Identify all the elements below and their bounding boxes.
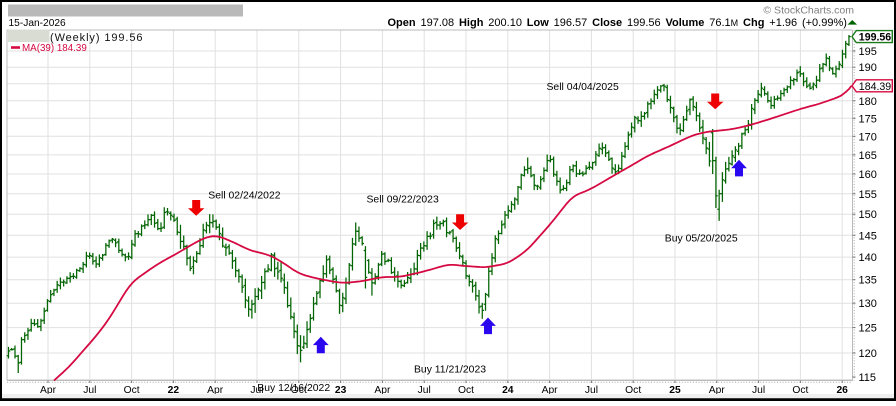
svg-text:Apr: Apr <box>542 385 559 396</box>
svg-text:Apr: Apr <box>709 385 726 396</box>
svg-text:190: 190 <box>859 62 877 74</box>
svg-text:195: 195 <box>859 46 877 58</box>
svg-text:Buy 12/16/2022: Buy 12/16/2022 <box>257 383 330 394</box>
svg-text:© StockCharts.com: © StockCharts.com <box>763 5 854 17</box>
svg-text:170: 170 <box>859 131 877 143</box>
svg-text:150: 150 <box>859 209 877 221</box>
svg-text:Sell 09/22/2023: Sell 09/22/2023 <box>367 194 439 205</box>
svg-text:Oct: Oct <box>458 385 474 396</box>
svg-text:180: 180 <box>859 96 877 108</box>
svg-text:Jul: Jul <box>83 385 96 396</box>
svg-text:23: 23 <box>335 385 347 396</box>
svg-text:155: 155 <box>859 189 877 201</box>
svg-text:Apr: Apr <box>374 385 391 396</box>
svg-text:Jul: Jul <box>585 385 598 396</box>
svg-text:125: 125 <box>859 323 877 335</box>
svg-text:Buy 05/20/2025: Buy 05/20/2025 <box>665 233 738 244</box>
svg-text:22: 22 <box>168 385 180 396</box>
svg-text:Sell 04/04/2025: Sell 04/04/2025 <box>547 82 619 93</box>
svg-text:145: 145 <box>859 230 877 242</box>
svg-text:130: 130 <box>859 298 877 310</box>
svg-text:140: 140 <box>859 252 877 264</box>
svg-text:135: 135 <box>859 275 877 287</box>
svg-text:Jul: Jul <box>418 385 431 396</box>
svg-text:165: 165 <box>859 150 877 162</box>
svg-text:Apr: Apr <box>40 385 57 396</box>
svg-text:26: 26 <box>836 385 848 396</box>
svg-text:Oct: Oct <box>291 385 307 396</box>
svg-text:Sell 02/24/2022: Sell 02/24/2022 <box>208 191 280 202</box>
svg-text:160: 160 <box>859 169 877 181</box>
svg-text:199.56: 199.56 <box>859 32 892 44</box>
svg-text:Oct: Oct <box>625 385 641 396</box>
svg-text:Apr: Apr <box>207 385 224 396</box>
svg-text:Oct: Oct <box>124 385 140 396</box>
svg-text:(Weekly) 199.56: (Weekly) 199.56 <box>50 32 143 44</box>
svg-text:MA(39) 184.39: MA(39) 184.39 <box>22 43 87 54</box>
svg-text:Oct: Oct <box>792 385 808 396</box>
svg-text:Jul: Jul <box>752 385 765 396</box>
svg-text:Jul: Jul <box>250 385 263 396</box>
svg-text:15-Jan-2026: 15-Jan-2026 <box>9 18 67 29</box>
svg-text:175: 175 <box>859 113 877 125</box>
svg-text:Open 197.08 High 200.10 Low 19: Open 197.08 High 200.10 Low 196.57 Close… <box>388 17 847 29</box>
svg-text:115: 115 <box>859 372 877 384</box>
svg-text:120: 120 <box>859 348 877 360</box>
svg-text:24: 24 <box>502 385 514 396</box>
svg-text:184.39: 184.39 <box>859 81 892 93</box>
svg-text:Buy 11/21/2023: Buy 11/21/2023 <box>414 364 486 375</box>
svg-text:25: 25 <box>669 385 681 396</box>
